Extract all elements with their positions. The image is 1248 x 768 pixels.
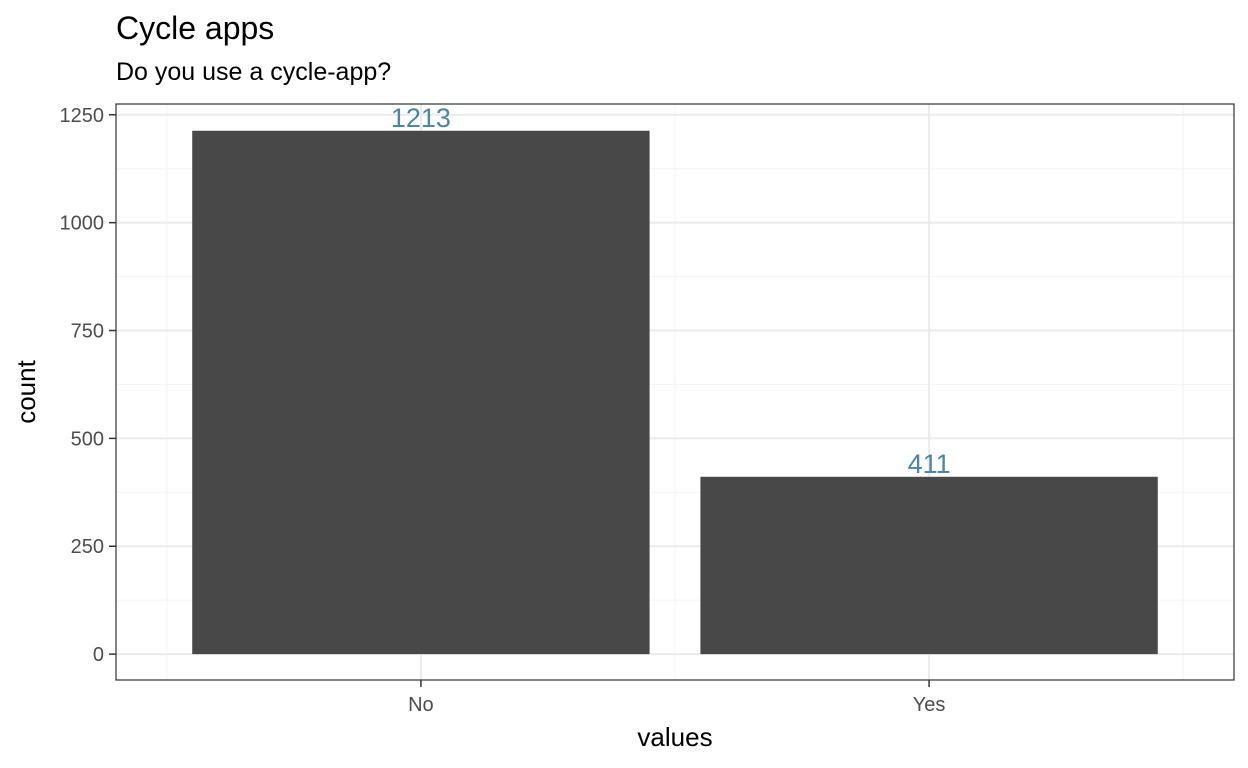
- y-tick-label: 750: [71, 321, 104, 343]
- y-axis: 0 250 500 750 1000 1250: [60, 105, 116, 666]
- y-tick-label: 500: [71, 428, 104, 450]
- data-labels: 1213 411: [391, 103, 951, 479]
- bar-no: [192, 130, 650, 655]
- data-label-yes: 411: [908, 449, 951, 479]
- data-label-no: 1213: [391, 103, 451, 133]
- x-axis: No Yes: [408, 680, 945, 716]
- y-tick-label: 0: [93, 644, 104, 666]
- chart-subtitle: Do you use a cycle-app?: [116, 58, 392, 86]
- y-tick-label: 250: [71, 536, 104, 558]
- y-axis-title: count: [11, 359, 41, 423]
- y-tick-label: 1250: [60, 105, 105, 127]
- bars: [192, 130, 1158, 655]
- y-tick-label: 1000: [60, 213, 105, 235]
- panel-border: [115, 103, 1235, 681]
- x-tick-label: Yes: [913, 694, 946, 716]
- x-axis-title: values: [637, 722, 712, 752]
- bar-yes: [700, 476, 1158, 655]
- x-tick-label: No: [408, 694, 434, 716]
- chart-title: Cycle apps: [116, 10, 275, 46]
